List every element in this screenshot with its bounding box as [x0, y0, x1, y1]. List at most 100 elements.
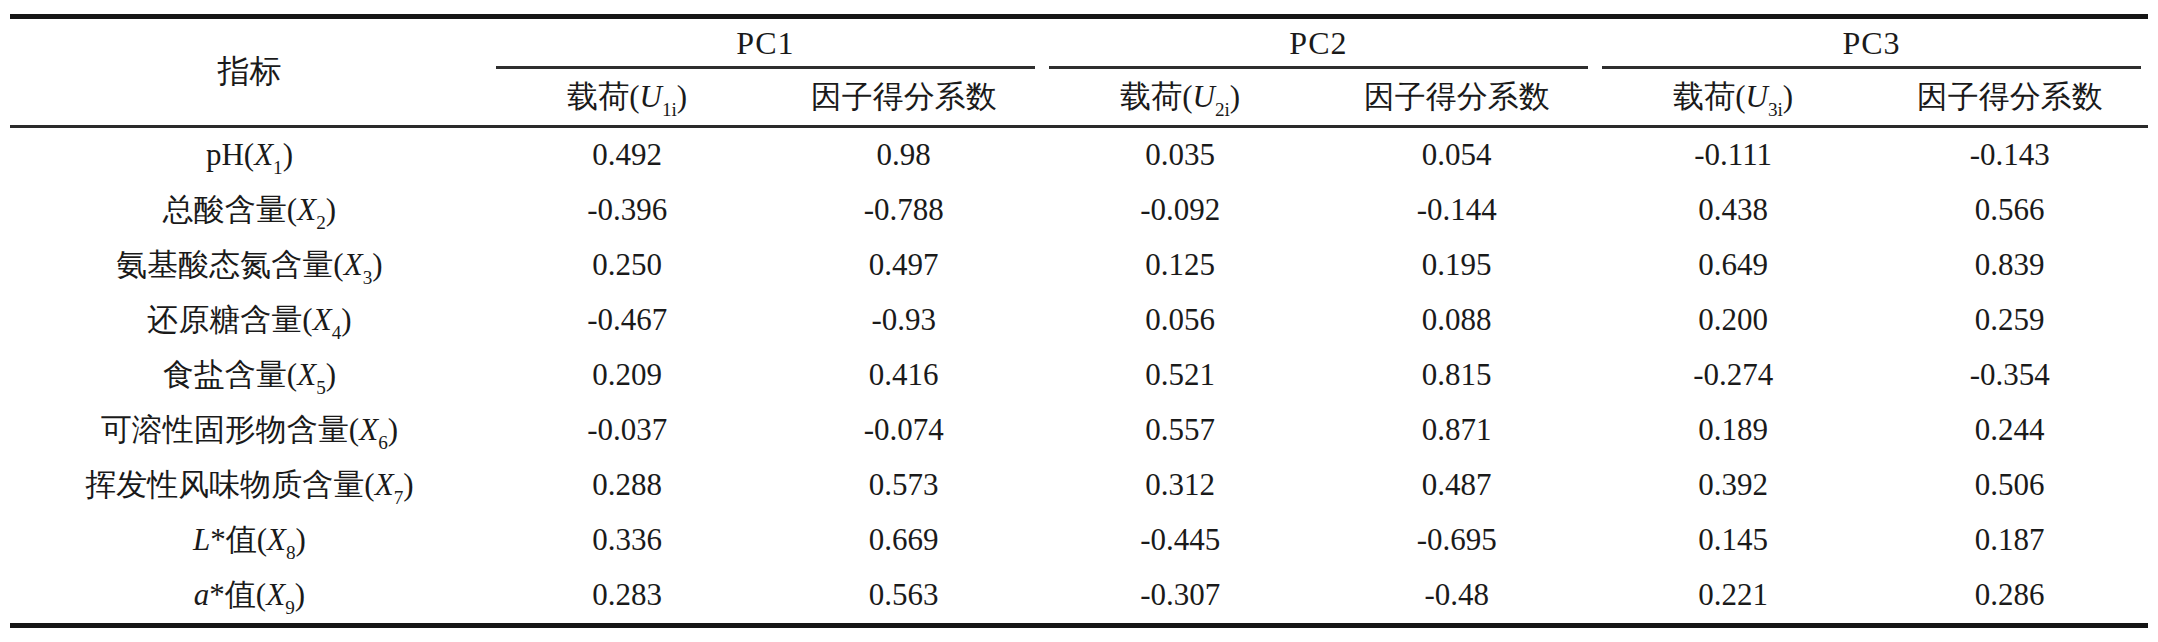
cell-value: 0.125 — [1042, 238, 1319, 293]
cell-value: 0.056 — [1042, 293, 1319, 348]
cell-value: 0.506 — [1871, 458, 2148, 513]
loading-header: 载荷(U3i) — [1595, 69, 1872, 127]
text-segment: ) — [326, 192, 336, 227]
text-segment: ) — [295, 577, 305, 612]
row-label: 挥发性风味物质含量(X7) — [10, 458, 489, 513]
variable-symbol: X — [267, 522, 286, 557]
cell-value: 0.250 — [489, 238, 766, 293]
cell-value: 0.145 — [1595, 513, 1872, 568]
subscript: 4 — [332, 322, 342, 343]
group-label: PC1 — [736, 25, 794, 61]
table-row: 挥发性风味物质含量(X7)0.2880.5730.3120.4870.3920.… — [10, 458, 2148, 513]
row-label: 氨基酸态氮含量(X3) — [10, 238, 489, 293]
subscript: 3i — [1768, 99, 1783, 120]
table-row: 氨基酸态氮含量(X3)0.2500.4970.1250.1950.6490.83… — [10, 238, 2148, 293]
score-coefficient-header: 因子得分系数 — [1318, 69, 1595, 127]
cell-value: -0.143 — [1871, 127, 2148, 184]
variable-symbol: X — [266, 577, 285, 612]
text-segment: 总酸含量( — [163, 192, 297, 227]
subscript: 1i — [662, 99, 677, 120]
row-label: L*值(X8) — [10, 513, 489, 568]
variable-symbol: X — [297, 192, 316, 227]
cell-value: 0.283 — [489, 568, 766, 626]
text-segment: ) — [296, 522, 306, 557]
cell-value: 0.286 — [1871, 568, 2148, 626]
table-row: pH(X1)0.4920.980.0350.054-0.111-0.143 — [10, 127, 2148, 184]
group-header-pc2: PC2 — [1042, 17, 1595, 70]
text-segment: ) — [326, 357, 336, 392]
score-coefficient-header: 因子得分系数 — [1871, 69, 2148, 127]
subscript: 2 — [316, 212, 326, 233]
cell-value: 0.187 — [1871, 513, 2148, 568]
variable-symbol: X — [297, 357, 316, 392]
text-segment: ) — [1783, 79, 1793, 114]
loading-header: 载荷(U1i) — [489, 69, 766, 127]
score-coefficient-header: 因子得分系数 — [765, 69, 1042, 127]
cell-value: 0.221 — [1595, 568, 1872, 626]
text-segment: 食盐含量( — [163, 357, 297, 392]
cell-value: 0.259 — [1871, 293, 2148, 348]
variable-symbol: X — [375, 467, 394, 502]
variable-symbol: L — [193, 522, 210, 557]
cell-value: -0.111 — [1595, 127, 1872, 184]
variable-symbol: X — [313, 302, 332, 337]
group-label: PC2 — [1289, 25, 1347, 61]
cell-value: -0.092 — [1042, 183, 1319, 238]
cell-value: -0.445 — [1042, 513, 1319, 568]
cell-value: 0.839 — [1871, 238, 2148, 293]
table-row: a*值(X9) 0.2830.563-0.307-0.480.2210.286 — [10, 568, 2148, 626]
text-segment: ) — [677, 79, 687, 114]
table-row: 还原糖含量(X4)-0.467-0.930.0560.0880.2000.259 — [10, 293, 2148, 348]
subscript: 9 — [285, 597, 295, 618]
row-label: 总酸含量(X2) — [10, 183, 489, 238]
group-header-row: 指标 PC1PC2PC3 — [10, 17, 2148, 70]
cell-value: -0.396 — [489, 183, 766, 238]
row-label: 还原糖含量(X4) — [10, 293, 489, 348]
cell-value: -0.307 — [1042, 568, 1319, 626]
cell-value: 0.669 — [765, 513, 1042, 568]
text-segment: ) — [1230, 79, 1240, 114]
text-segment: *值( — [209, 577, 266, 612]
subscript: 7 — [394, 487, 404, 508]
text-segment: ) — [388, 412, 398, 447]
subscript: 6 — [378, 432, 388, 453]
cell-value: 0.649 — [1595, 238, 1872, 293]
group-header-pc1: PC1 — [489, 17, 1042, 70]
cell-value: 0.492 — [489, 127, 766, 184]
cell-value: -0.144 — [1318, 183, 1595, 238]
variable-symbol: U — [1193, 79, 1215, 114]
cell-value: 0.312 — [1042, 458, 1319, 513]
subscript: 1 — [273, 157, 283, 178]
cell-value: 0.392 — [1595, 458, 1872, 513]
table-row: 食盐含量(X5)0.2090.4160.5210.815-0.274-0.354 — [10, 348, 2148, 403]
group-header-pc3: PC3 — [1595, 17, 2148, 70]
cell-value: 0.035 — [1042, 127, 1319, 184]
variable-symbol: X — [254, 137, 273, 172]
cell-value: 0.563 — [765, 568, 1042, 626]
text-segment: *值( — [210, 522, 267, 557]
cell-value: -0.695 — [1318, 513, 1595, 568]
variable-symbol: X — [359, 412, 378, 447]
cell-value: 0.416 — [765, 348, 1042, 403]
cell-value: 0.566 — [1871, 183, 2148, 238]
cell-value: -0.788 — [765, 183, 1042, 238]
cell-value: 0.336 — [489, 513, 766, 568]
text-segment: 挥发性风味物质含量( — [85, 467, 374, 502]
text-segment: 载荷( — [567, 79, 639, 114]
cell-value: 0.054 — [1318, 127, 1595, 184]
variable-symbol: a — [194, 577, 210, 612]
paper-table-page: 指标 PC1PC2PC3 载荷(U1i)因子得分系数载荷(U2i)因子得分系数载… — [0, 0, 2158, 642]
row-label: pH(X1) — [10, 127, 489, 184]
text-segment: 还原糖含量( — [147, 302, 312, 337]
cell-value: 0.497 — [765, 238, 1042, 293]
cell-value: 0.487 — [1318, 458, 1595, 513]
variable-symbol: X — [344, 247, 363, 282]
cell-value: -0.48 — [1318, 568, 1595, 626]
group-label: PC3 — [1842, 25, 1900, 61]
cell-value: -0.467 — [489, 293, 766, 348]
loading-header: 载荷(U2i) — [1042, 69, 1319, 127]
table-row: L*值(X8)0.3360.669-0.445-0.6950.1450.187 — [10, 513, 2148, 568]
table-row: 可溶性固形物含量(X6)-0.037-0.0740.5570.8710.1890… — [10, 403, 2148, 458]
text-segment: 载荷( — [1673, 79, 1745, 114]
row-label: 食盐含量(X5) — [10, 348, 489, 403]
